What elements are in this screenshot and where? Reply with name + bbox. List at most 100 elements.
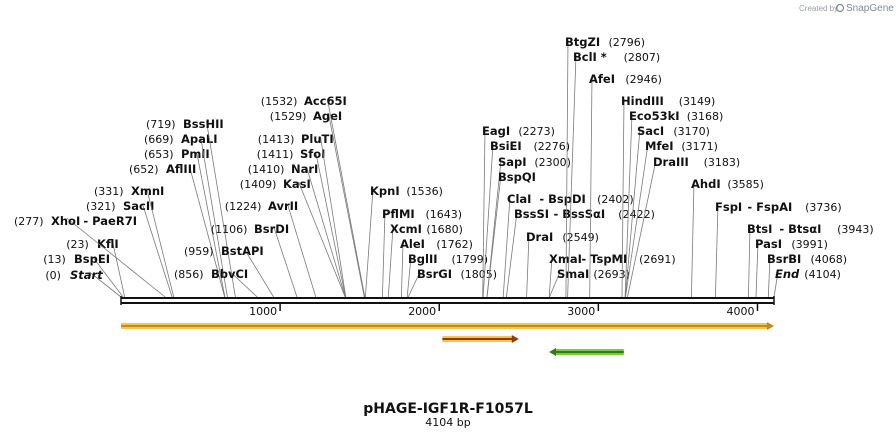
site-name: MfeI (645, 139, 674, 153)
site-bspei[interactable]: BspEI (13) (43, 252, 124, 298)
site-apali[interactable]: ApaLI (669) (144, 132, 228, 298)
site-hindiii[interactable]: HindIII (3149) (621, 94, 715, 298)
site-kpni[interactable]: KpnI (1536) (365, 184, 443, 298)
site-start[interactable]: Start (0) (45, 268, 122, 298)
site-acc65i[interactable]: Acc65I (1532) (261, 94, 366, 298)
site-name: AflIII (166, 162, 196, 176)
site-name: XmaI (549, 252, 582, 266)
site-kfli[interactable]: KflI (23) (66, 237, 126, 298)
site-leader-line (146, 187, 175, 298)
site-avrii[interactable]: AvrII (1224) (225, 199, 317, 298)
site-eco53ki[interactable]: Eco53kI (3168) (624, 109, 723, 298)
site-name: BstAPI (221, 244, 264, 258)
site-smai[interactable]: SmaI (2693) (549, 267, 630, 298)
site-afliii[interactable]: AflIII (652) (129, 162, 226, 298)
site-leader-line (526, 234, 530, 298)
site-name: ClaI (507, 192, 531, 206)
site-position: (1410) (248, 163, 285, 176)
feature-small-orange-arrow[interactable] (442, 335, 519, 343)
site-ahdi[interactable]: AhdI (3585) (691, 177, 764, 298)
site-pasi[interactable]: PasI (3991) (755, 237, 828, 298)
site-nari[interactable]: NarI (1410) (248, 162, 346, 298)
site-xhoi[interactable]: XhoI - PaeR7I (277) (14, 214, 166, 298)
site-eagi[interactable]: EagI (2273) (482, 124, 555, 298)
site-name: SfoI (300, 147, 325, 161)
site-position: (3991) (791, 238, 828, 251)
site-position: (3585) (727, 178, 764, 191)
site-bsrdi[interactable]: BsrDI (1106) (211, 222, 298, 298)
site-bsiei[interactable]: BsiEI (2276) (482, 139, 570, 298)
site-position: (13) (43, 253, 66, 266)
site-clai[interactable]: ClaI - BspDI (2402) (502, 192, 634, 298)
feature-green-arrow[interactable] (549, 348, 624, 356)
site-name: PasI (755, 237, 782, 251)
bp-ruler: 1000 2000 3000 4000 (249, 304, 759, 318)
site-name: BclI * (573, 50, 607, 64)
site-bglii[interactable]: BglII (1799) (406, 252, 488, 298)
site-bspqi[interactable]: BspQI (486, 170, 536, 298)
ruler-tick-label: 3000 (567, 305, 595, 318)
site-kasi[interactable]: KasI (1409) (240, 177, 346, 298)
site-position: (0) (45, 269, 61, 282)
site-position: (321) (86, 200, 116, 213)
site-draiii[interactable]: DraIII (3183) (627, 155, 741, 298)
site-name: FspI (715, 200, 742, 214)
site-btgzi[interactable]: BtgZI (2796) (565, 35, 645, 298)
site-pflmi[interactable]: PflMI (1643) (382, 207, 462, 298)
site-xmai[interactable]: XmaI - TspMI (2691) (548, 252, 676, 298)
site-bsshii[interactable]: BssHII (719) (146, 117, 236, 298)
site-bsrbi[interactable]: BsrBI (4068) (767, 252, 848, 298)
site-position: (653) (144, 148, 174, 161)
site-name: DraI (526, 230, 553, 244)
site-name: NarI (291, 162, 318, 176)
snapgene-logo-icon (835, 3, 845, 13)
site-position: (2273) (518, 125, 555, 138)
site-btsi[interactable]: BtsI - BtsαI (3943) (747, 222, 874, 298)
site-bstapi[interactable]: BstAPI (959) (184, 244, 274, 298)
site-alt-name: - BspDI (539, 192, 585, 206)
snapgene-watermark: Created by SnapGene (799, 3, 894, 14)
site-pluti[interactable]: PluTI (1413) (258, 132, 347, 298)
site-leader-line (482, 143, 494, 298)
site-position: (4068) (811, 253, 848, 266)
site-sfoi[interactable]: SfoI (1411) (257, 147, 346, 298)
feature-main-orange-arrow[interactable] (121, 322, 774, 330)
site-name: EagI (482, 124, 510, 138)
site-fspi[interactable]: FspI - FspAI (3736) (715, 200, 842, 298)
site-leader-line (273, 225, 298, 298)
site-name: BbvCI (211, 267, 248, 281)
site-bsrgi[interactable]: BsrGI (1805) (407, 267, 497, 298)
site-leader-line (486, 174, 502, 298)
site-bbvci[interactable]: BbvCI (856) (174, 267, 258, 298)
site-mfei[interactable]: MfeI (3171) (625, 139, 718, 298)
site-leader-line (625, 128, 641, 298)
site-name: XmnI (131, 184, 164, 198)
site-leader-line (189, 165, 226, 298)
site-name: Eco53kI (629, 109, 680, 123)
site-agei[interactable]: AgeI (1529) (270, 109, 365, 298)
watermark-prefix: Created by (799, 4, 838, 13)
site-alei[interactable]: AleI (1762) (400, 237, 473, 298)
site-leader-line (320, 136, 347, 298)
site-name: BssHII (183, 117, 224, 131)
site-bcli[interactable]: BclI * (2807) (567, 50, 661, 298)
site-drai[interactable]: DraI (2549) (526, 230, 599, 298)
site-xmni[interactable]: XmnI (331) (94, 184, 175, 298)
site-end[interactable]: End (4104) (773, 267, 841, 298)
site-name: AleI (400, 237, 425, 251)
site-saci[interactable]: SacI (3170) (625, 124, 710, 298)
site-pmli[interactable]: PmlI (653) (144, 147, 226, 298)
site-xcmi[interactable]: XcmI (1680) (387, 222, 463, 298)
site-sacii[interactable]: SacII (321) (86, 199, 173, 298)
site-position: (1532) (261, 95, 298, 108)
site-name: KasI (283, 177, 311, 191)
site-name: AvrII (268, 199, 298, 213)
site-name: KpnI (370, 184, 400, 198)
site-name: SacI (637, 124, 664, 138)
site-leader-line (715, 204, 719, 298)
site-afei[interactable]: AfeI (2946) (589, 72, 662, 298)
site-leader-line (89, 271, 122, 298)
site-position: (2402) (597, 193, 634, 206)
site-position: (669) (144, 133, 174, 146)
site-position: (959) (184, 245, 214, 258)
